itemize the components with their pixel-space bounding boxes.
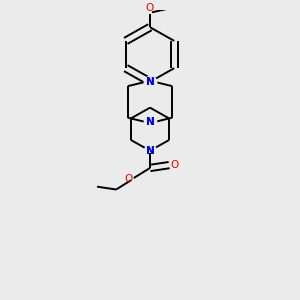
Text: O: O <box>124 174 133 184</box>
Text: N: N <box>146 77 154 87</box>
Text: O: O <box>171 160 179 170</box>
Text: N: N <box>146 146 154 156</box>
Text: N: N <box>146 146 154 156</box>
Text: N: N <box>146 117 154 127</box>
Text: N: N <box>146 77 154 87</box>
Text: N: N <box>146 117 154 127</box>
Text: O: O <box>146 4 154 14</box>
